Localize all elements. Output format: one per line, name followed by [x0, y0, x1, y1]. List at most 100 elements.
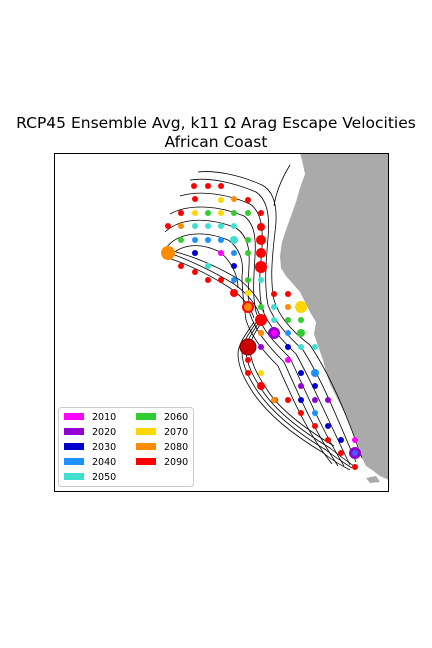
point-2020	[312, 397, 318, 403]
point-2090	[192, 196, 198, 202]
legend-swatch-2010	[64, 413, 84, 420]
point-2060	[178, 237, 184, 243]
map-frame	[54, 153, 389, 492]
point-2040	[231, 250, 237, 256]
point-2020	[325, 397, 331, 403]
land-island	[366, 476, 380, 483]
point-2080	[244, 303, 252, 311]
legend-label-2050: 2050	[92, 472, 116, 483]
point-2050	[298, 344, 304, 350]
point-2090	[218, 183, 224, 189]
point-2060	[258, 304, 264, 310]
point-2090	[352, 464, 358, 470]
point-2060	[231, 210, 237, 216]
point-2090	[257, 382, 265, 390]
point-2040	[312, 410, 318, 416]
point-2050	[271, 317, 277, 323]
point-2090	[338, 450, 344, 456]
escape-velocity-points	[161, 183, 361, 470]
point-2040	[205, 237, 211, 243]
point-2030	[298, 370, 304, 376]
point-2090	[245, 357, 251, 363]
land-africa	[280, 153, 389, 480]
point-2090	[218, 277, 224, 283]
point-2010	[285, 357, 291, 363]
map-title-line1: RCP45 Ensemble Avg, k11 Ω Arag Escape Ve…	[16, 114, 416, 132]
point-2090	[205, 277, 211, 283]
point-2040	[192, 237, 198, 243]
point-2010	[352, 450, 358, 456]
point-2090	[298, 410, 304, 416]
legend-swatch-2070	[136, 428, 156, 435]
point-2030	[338, 437, 344, 443]
point-2090	[325, 437, 331, 443]
point-2070	[218, 210, 224, 216]
point-2090	[191, 183, 197, 189]
point-2050	[205, 223, 211, 229]
legend-label-2070: 2070	[164, 427, 188, 438]
point-2060	[245, 237, 251, 243]
point-2010	[218, 250, 224, 256]
point-2090	[255, 314, 267, 326]
legend-label-2030: 2030	[92, 442, 116, 453]
point-2030	[312, 383, 318, 389]
point-2090	[192, 269, 198, 275]
point-2060	[245, 277, 251, 283]
legend-swatch-2080	[136, 443, 156, 450]
point-2050	[192, 223, 198, 229]
point-2090	[255, 261, 267, 273]
point-2080	[285, 304, 291, 310]
legend-label-2080: 2080	[164, 442, 188, 453]
point-2040	[285, 330, 291, 336]
point-2080	[231, 196, 237, 202]
legend: 2010 2020 2030 2040 2050 2060 2070 2080 …	[58, 407, 194, 487]
legend-label-2040: 2040	[92, 457, 116, 468]
point-2040	[311, 369, 319, 377]
point-2090	[205, 183, 211, 189]
legend-swatch-2090	[136, 458, 156, 465]
legend-label-2010: 2010	[92, 412, 116, 423]
point-2090	[256, 235, 266, 245]
point-2090	[312, 423, 318, 429]
point-2060	[245, 210, 251, 216]
point-2090	[271, 291, 277, 297]
legend-swatch-2030	[64, 443, 84, 450]
point-2050	[271, 304, 277, 310]
point-2060	[298, 317, 304, 323]
point-2050	[258, 277, 264, 283]
point-2050	[231, 223, 237, 229]
point-2030	[192, 250, 198, 256]
point-2060	[205, 210, 211, 216]
point-2050	[230, 236, 238, 244]
point-2040	[231, 277, 237, 283]
point-2060	[285, 317, 291, 323]
point-2080	[271, 397, 277, 403]
point-2020	[258, 344, 264, 350]
point-2050	[205, 263, 211, 269]
legend-label-2020: 2020	[92, 427, 116, 438]
point-2040	[218, 237, 224, 243]
point-2090	[257, 223, 265, 231]
point-2090	[256, 248, 266, 258]
map-title-line2: African Coast	[164, 133, 268, 151]
point-2030	[231, 263, 237, 269]
point-2090	[239, 338, 257, 356]
legend-swatch-2040	[64, 458, 84, 465]
point-2090	[245, 197, 251, 203]
point-2090	[285, 397, 291, 403]
point-2060	[245, 250, 251, 256]
point-2090	[165, 223, 171, 229]
legend-swatch-2050	[64, 473, 84, 480]
point-2070	[295, 301, 307, 313]
point-2090	[230, 289, 238, 297]
point-2080	[178, 223, 184, 229]
point-2090	[258, 210, 264, 216]
point-2090	[245, 370, 251, 376]
point-2050	[312, 344, 318, 350]
point-2070	[192, 210, 198, 216]
point-2030	[298, 397, 304, 403]
point-2050	[218, 223, 224, 229]
point-2080	[258, 330, 264, 336]
point-2090	[178, 263, 184, 269]
